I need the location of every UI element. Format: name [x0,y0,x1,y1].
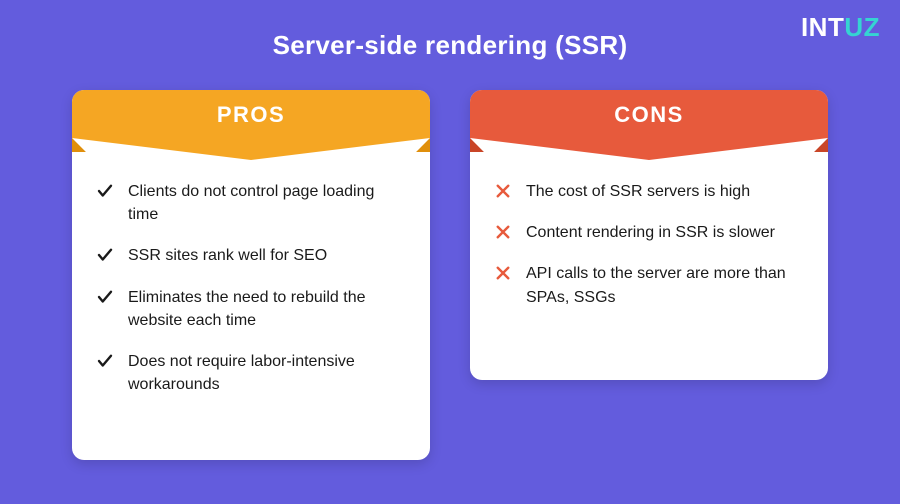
cons-header: CONS [470,90,828,160]
list-item-text: The cost of SSR servers is high [526,180,750,203]
cons-header-label: CONS [614,102,684,128]
list-item-text: Does not require labor-intensive workaro… [128,350,406,396]
pros-header: PROS [72,90,430,160]
logo-suffix: UZ [844,12,880,42]
list-item: Content rendering in SSR is slower [494,221,804,244]
pros-list: Clients do not control page loading time… [96,180,406,396]
brand-logo: INTUZ [801,12,880,43]
cons-list: The cost of SSR servers is high Content … [494,180,804,309]
list-item: API calls to the server are more than SP… [494,262,804,308]
list-item: The cost of SSR servers is high [494,180,804,203]
pros-body: Clients do not control page loading time… [72,160,430,460]
cross-icon [494,182,512,200]
check-icon [96,246,114,264]
pros-card: PROS Clients do not control page loading… [72,90,430,460]
list-item-text: API calls to the server are more than SP… [526,262,804,308]
list-item-text: Clients do not control page loading time [128,180,406,226]
list-item: SSR sites rank well for SEO [96,244,406,267]
list-item-text: Eliminates the need to rebuild the websi… [128,286,406,332]
list-item: Eliminates the need to rebuild the websi… [96,286,406,332]
pros-header-label: PROS [217,102,285,128]
logo-prefix: INT [801,12,844,42]
list-item: Clients do not control page loading time [96,180,406,226]
cons-card: CONS The cost of SSR servers is high Con… [470,90,828,380]
page-title: Server-side rendering (SSR) [273,30,628,61]
cards-row: PROS Clients do not control page loading… [72,90,828,460]
list-item: Does not require labor-intensive workaro… [96,350,406,396]
cons-body: The cost of SSR servers is high Content … [470,160,828,380]
check-icon [96,288,114,306]
check-icon [96,352,114,370]
check-icon [96,182,114,200]
cross-icon [494,264,512,282]
cross-icon [494,223,512,241]
list-item-text: SSR sites rank well for SEO [128,244,327,267]
list-item-text: Content rendering in SSR is slower [526,221,775,244]
